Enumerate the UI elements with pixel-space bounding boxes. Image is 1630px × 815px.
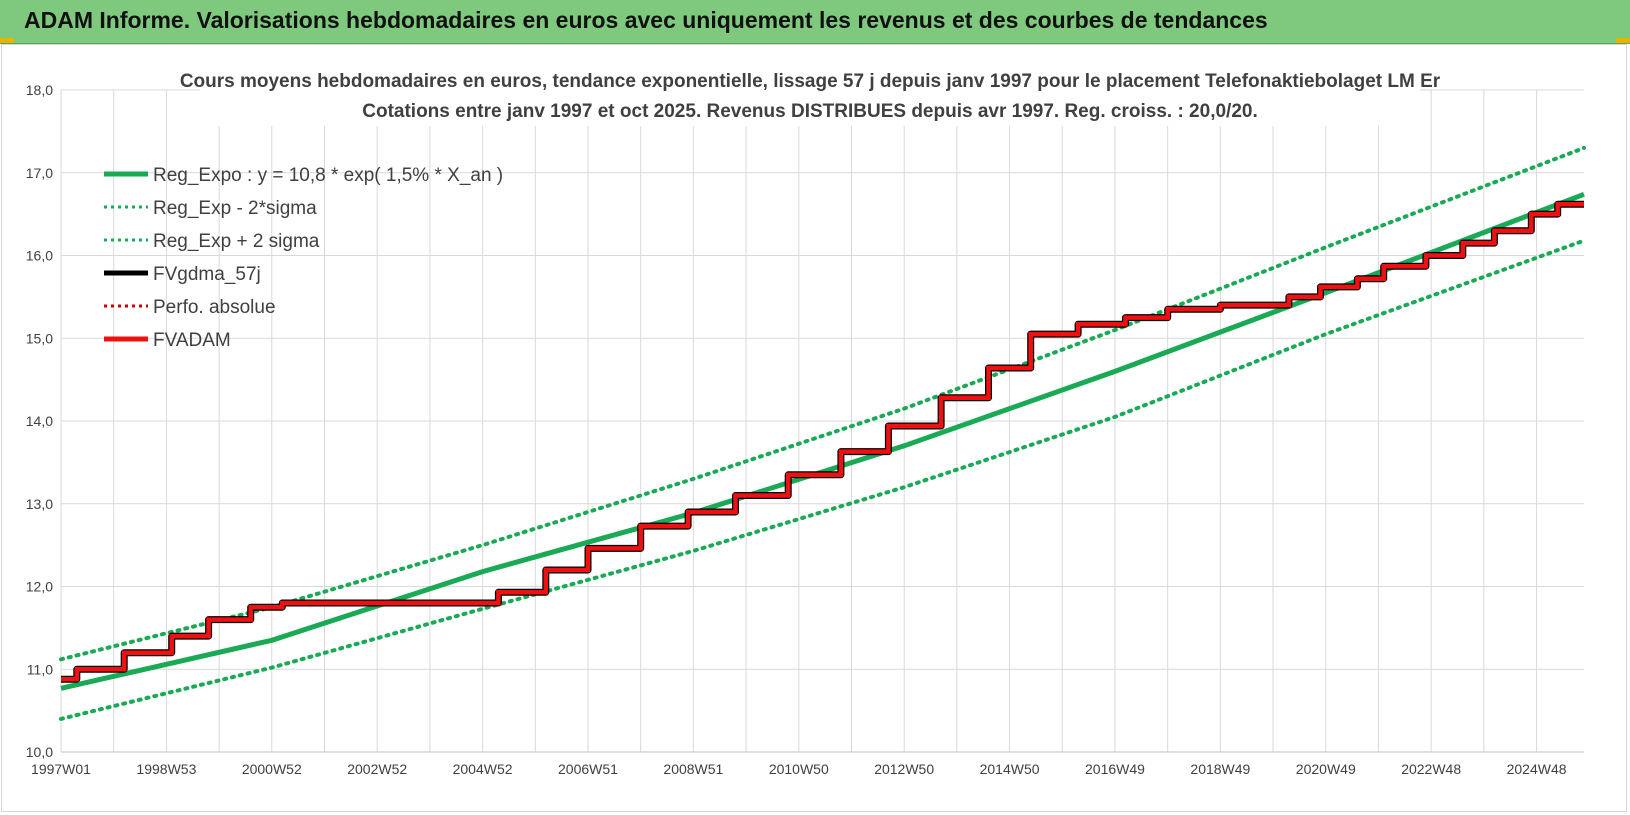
legend-label: Reg_Exp + 2 sigma <box>153 231 320 252</box>
banner-corner-right <box>1616 38 1630 43</box>
series-line-regression <box>60 191 1585 691</box>
grid <box>60 89 1584 753</box>
x-tick-label: 2022W48 <box>1401 761 1461 777</box>
x-tick-label: 2018W49 <box>1190 761 1250 777</box>
x-tick-label: 2008W51 <box>663 761 723 777</box>
y-tick-label: 16,0 <box>26 248 53 264</box>
y-tick-label: 11,0 <box>27 661 53 677</box>
legend-label: FVgdma_57j <box>153 264 261 285</box>
legend-label: Reg_Exp - 2*sigma <box>153 198 317 219</box>
x-tick-label: 1997W01 <box>31 761 91 777</box>
x-tick-label: 1998W53 <box>136 761 196 777</box>
x-tick-label: 2016W49 <box>1085 761 1145 777</box>
y-tick-label: 18,0 <box>26 82 53 98</box>
report-title: ADAM Informe. Valorisations hebdomadaire… <box>24 7 1268 33</box>
y-tick-label: 15,0 <box>26 330 53 346</box>
chart-title-background <box>200 64 1420 126</box>
report-banner: ADAM Informe. Valorisations hebdomadaire… <box>0 0 1630 44</box>
y-tick-label: 10,0 <box>26 744 53 760</box>
x-tick-label: 2002W52 <box>347 761 407 777</box>
x-tick-label: 2000W52 <box>242 761 302 777</box>
x-tick-label: 2024W48 <box>1507 761 1567 777</box>
legend-label: Reg_Expo : y = 10,8 * exp( 1,5% * X_an ) <box>153 165 503 186</box>
y-tick-label: 12,0 <box>26 579 53 595</box>
legend-label: Perfo. absolue <box>153 297 276 318</box>
chart-frame <box>1 44 1627 812</box>
axis-layer: 10,0 11,0 12,0 13,0 14,0 15,0 16,0 17,0 18,0 1997… <box>26 82 1584 777</box>
chart-title: Cours moyens hebdomadaires en euros, ten… <box>180 64 1441 126</box>
chart-title-line-1: Cours moyens hebdomadaires en euros, ten… <box>180 71 1441 92</box>
x-tick-label: 2010W50 <box>769 761 829 777</box>
x-tick-label: 2020W49 <box>1296 761 1356 777</box>
x-tick-label: 2014W50 <box>980 761 1040 777</box>
x-tick-label: 2012W50 <box>874 761 934 777</box>
series-line-upper-band <box>59 145 1586 662</box>
legend-label: FVADAM <box>153 330 231 351</box>
y-tick-label: 14,0 <box>26 413 53 429</box>
series-line-lower-band <box>59 238 1586 721</box>
x-tick-label: 2006W51 <box>558 761 618 777</box>
legend: Reg_Expo : y = 10,8 * exp( 1,5% * X_an )… <box>104 165 503 351</box>
chart-title-line-2: Cotations entre janv 1997 et oct 2025. R… <box>362 101 1257 122</box>
banner-corner-left <box>0 38 14 43</box>
series-line-fvadam <box>61 201 1584 682</box>
x-tick-label: 2004W52 <box>453 761 513 777</box>
series-line-fvgdma <box>61 200 1584 683</box>
y-tick-label: 17,0 <box>26 165 53 181</box>
y-tick-label: 13,0 <box>26 496 53 512</box>
series-layer <box>59 145 1586 721</box>
